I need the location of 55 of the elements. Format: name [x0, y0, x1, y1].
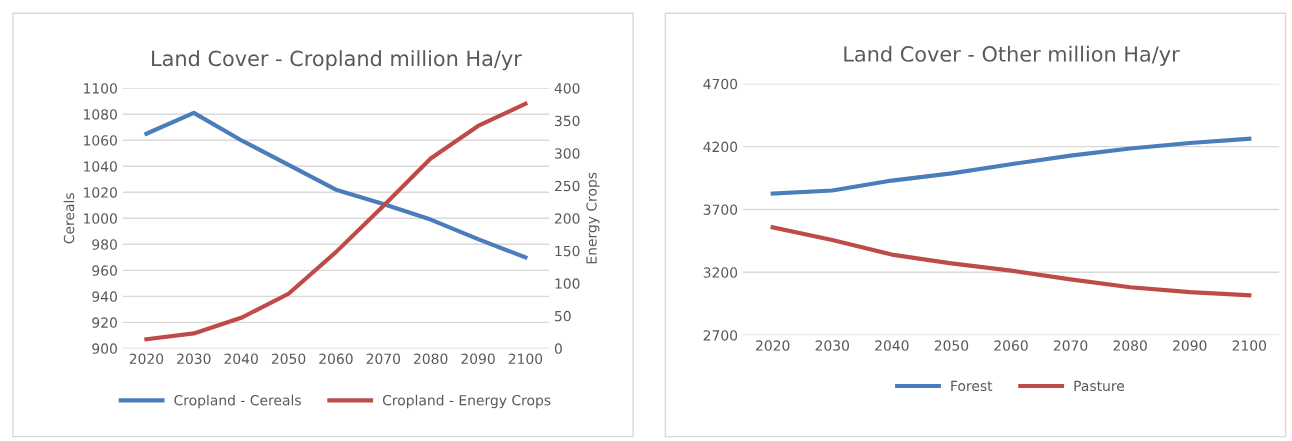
chart-title: Land Cover - Cropland million Ha/yr	[152, 50, 522, 71]
y-tick-label: 920	[92, 317, 117, 328]
x-tick-label: 2080	[414, 353, 448, 364]
x-tick-label: 2060	[319, 353, 353, 364]
x-tick-label: 2040	[875, 340, 909, 351]
x-tick-label: 2050	[934, 340, 969, 351]
y2-axis-title: Energy Crops	[586, 172, 600, 264]
y-tick-label: 1020	[84, 187, 117, 198]
y2-tick-label: 0	[554, 343, 562, 354]
y-tick-label: 940	[92, 291, 117, 302]
y-tick-label: 1100	[84, 83, 117, 94]
legend-label: Cropland - Cereals	[174, 394, 301, 409]
y-tick-label: 4700	[703, 78, 738, 90]
x-tick-label: 2060	[994, 340, 1028, 351]
y2-tick-label: 150	[555, 245, 580, 257]
y-tick-label: 1060	[84, 135, 117, 146]
y2-tick-label: 250	[554, 180, 580, 192]
y-tick-label: 4200	[703, 141, 738, 153]
y2-tick-label: 300	[555, 148, 580, 159]
line-series	[770, 136, 1252, 196]
x-tick-label: 2050	[271, 353, 306, 364]
x-tick-label: 2040	[224, 353, 258, 364]
y-tick-label: 960	[92, 265, 117, 276]
x-tick-label: 2070	[1053, 340, 1088, 351]
y2-tick-label: 350	[555, 115, 580, 127]
line-series	[144, 110, 528, 260]
y2-tick-label: 200	[554, 213, 580, 224]
x-tick-label: 2030	[815, 340, 850, 351]
chart-title: Land Cover - Other million Ha/yr	[844, 45, 1180, 66]
y-tick-label: 980	[92, 239, 117, 250]
y-tick-label: 3200	[703, 267, 738, 278]
y-tick-label: 1000	[84, 213, 117, 224]
x-tick-label: 2070	[366, 353, 401, 364]
x-tick-label: 2100	[508, 353, 543, 364]
x-tick-label: 2080	[1113, 340, 1147, 351]
x-tick-label: 2100	[1232, 340, 1267, 351]
y-tick-label: 3700	[703, 204, 738, 215]
y2-tick-label: 50	[555, 310, 571, 322]
x-tick-label: 2090	[1173, 340, 1207, 351]
x-tick-label: 2030	[177, 353, 211, 364]
legend-label: Forest	[951, 380, 993, 392]
y2-tick-label: 100	[555, 278, 580, 289]
line-series	[770, 225, 1252, 298]
x-tick-label: 2020	[129, 353, 164, 364]
y2-tick-label: 400	[554, 83, 580, 94]
y-tick-label: 2700	[703, 330, 738, 341]
x-tick-label: 2020	[756, 340, 790, 351]
y-tick-label: 1080	[84, 109, 117, 120]
y-axis-title: Cereals	[63, 193, 75, 244]
legend-label: Cropland - Energy Crops	[382, 394, 551, 409]
x-tick-label: 2090	[461, 353, 495, 364]
line-series	[144, 101, 528, 342]
y-tick-label: 900	[92, 343, 117, 354]
legend-label: Pasture	[1074, 380, 1125, 392]
y-tick-label: 1040	[84, 161, 117, 172]
